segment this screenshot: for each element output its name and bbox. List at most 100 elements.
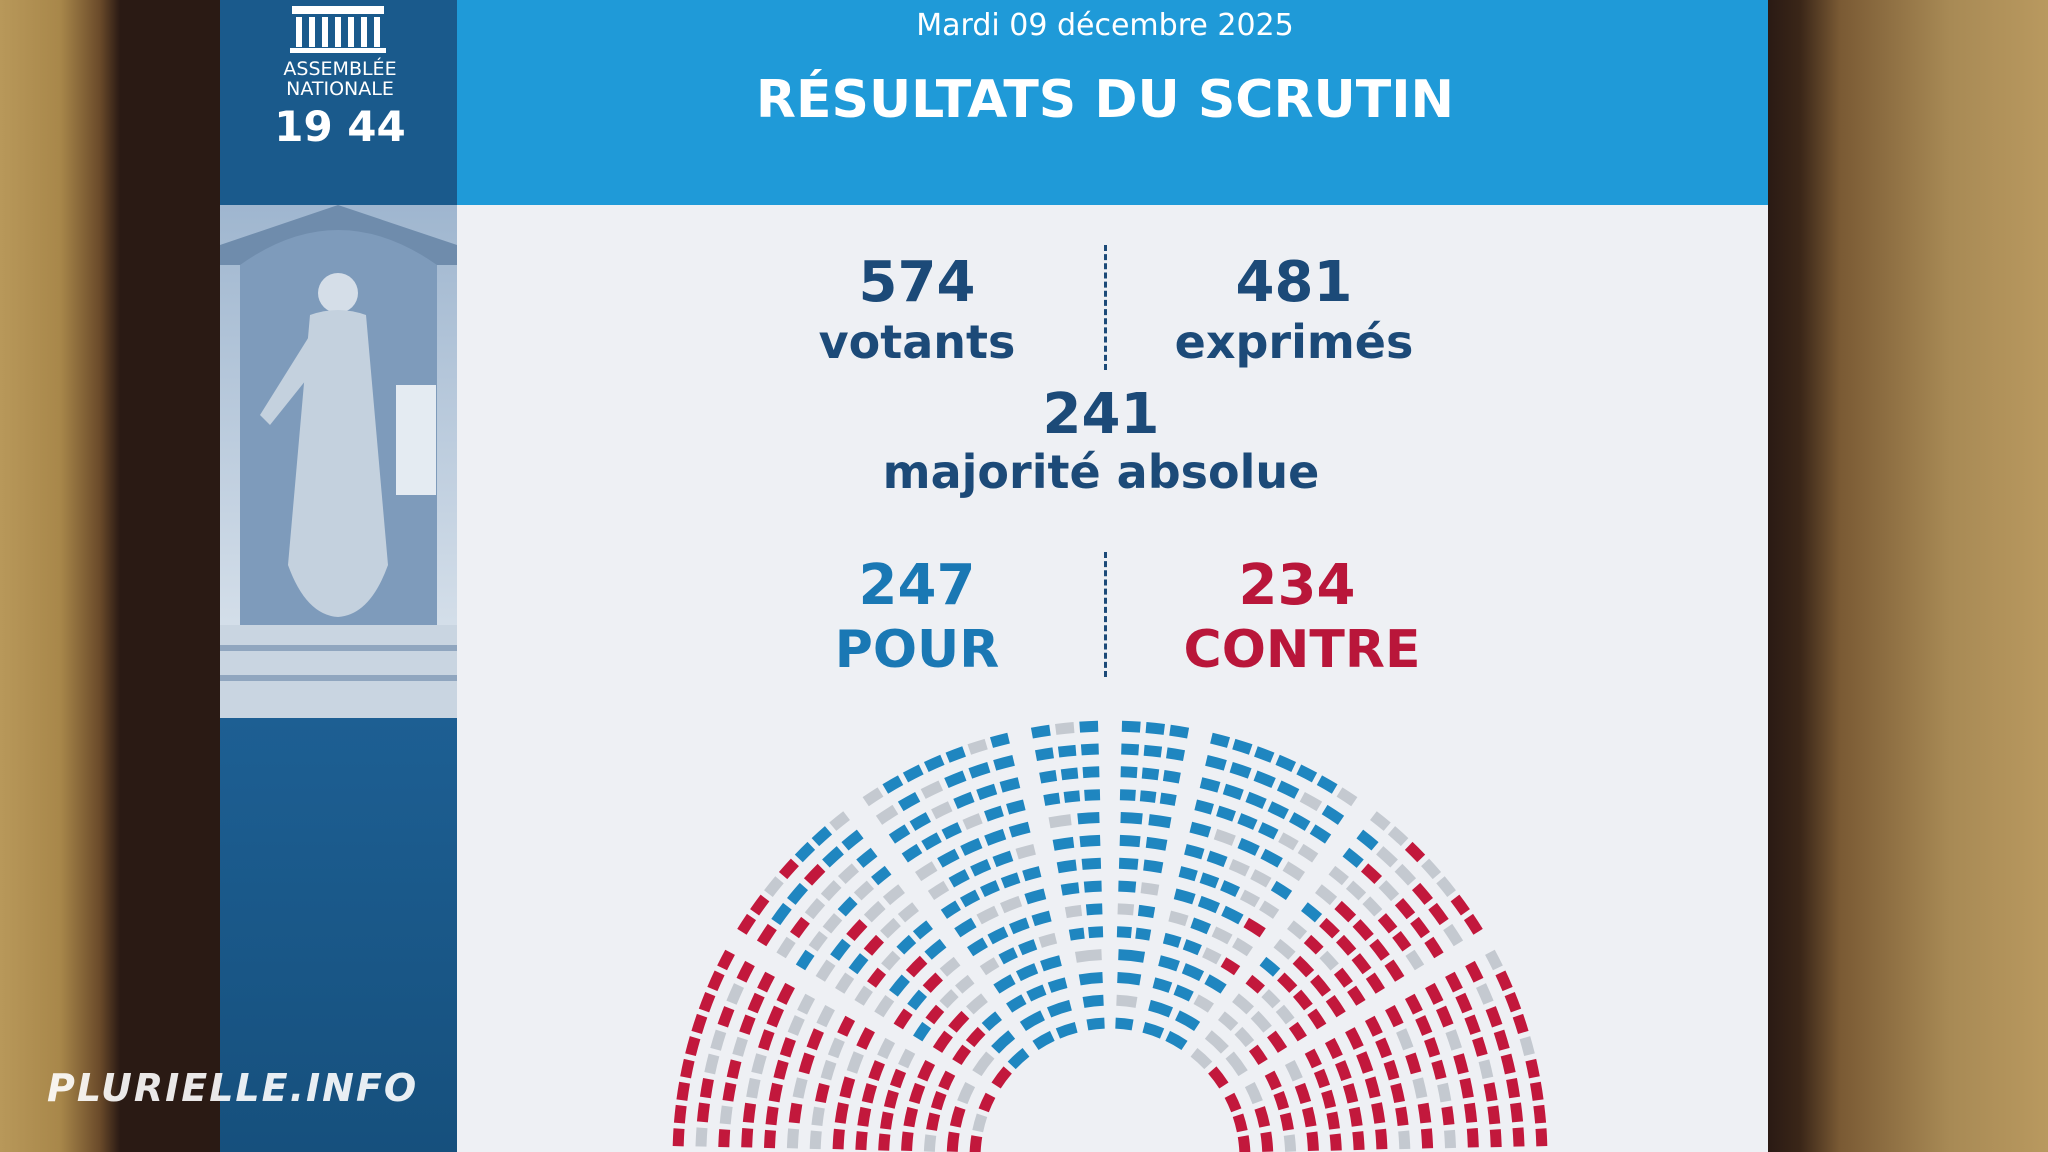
seat: [1362, 896, 1383, 917]
seat: [1533, 1104, 1547, 1124]
divider: [1104, 245, 1107, 370]
seat: [1428, 902, 1449, 926]
seat: [907, 989, 928, 1011]
seat: [1387, 826, 1409, 847]
seat: [1284, 1059, 1303, 1082]
seat: [699, 1077, 714, 1099]
seat: [1000, 872, 1021, 889]
seat: [1500, 1053, 1516, 1075]
seat: [1211, 926, 1233, 945]
seat: [1239, 889, 1261, 908]
seat: [1030, 724, 1051, 739]
seat: [1038, 932, 1058, 948]
seat: [905, 955, 928, 978]
seat: [1485, 949, 1503, 971]
seat: [846, 1051, 864, 1074]
seat: [1243, 917, 1266, 938]
seat: [696, 1102, 710, 1123]
seat: [874, 995, 895, 1018]
seat: [897, 902, 919, 923]
seat: [1445, 1029, 1462, 1051]
seat: [1535, 1128, 1548, 1147]
seat: [815, 1083, 830, 1104]
seat: [1504, 992, 1522, 1013]
title: RÉSULTATS DU SCRUTIN: [755, 70, 1455, 130]
seat: [768, 1082, 783, 1103]
seat: [1282, 861, 1306, 882]
seat: [1022, 866, 1042, 882]
seat: [1083, 880, 1102, 893]
seat: [792, 1077, 808, 1099]
seat: [742, 1102, 757, 1123]
seat: [938, 1070, 956, 1091]
seat: [877, 1037, 896, 1060]
seat: [1190, 1047, 1213, 1070]
seat: [1396, 1028, 1414, 1051]
seat: [1216, 805, 1236, 822]
seat: [926, 1112, 941, 1131]
logo-panel: ASSEMBLÉE NATIONALE 19 44: [220, 0, 457, 205]
seat: [917, 1059, 936, 1082]
seat: [676, 1081, 691, 1101]
seat: [1288, 1021, 1307, 1042]
seat: [991, 1066, 1012, 1089]
seat: [1079, 834, 1101, 848]
seat: [1347, 985, 1366, 1006]
seat: [1047, 977, 1068, 993]
seat: [954, 917, 977, 938]
seat: [834, 1102, 849, 1124]
seat: [1525, 1058, 1540, 1079]
seat: [1335, 1060, 1352, 1081]
seat: [912, 920, 933, 940]
seat: [1085, 903, 1103, 916]
seat: [1273, 1091, 1290, 1111]
seat: [786, 1128, 800, 1149]
seat: [967, 738, 988, 755]
seat: [1267, 1030, 1288, 1053]
seat: [1199, 872, 1220, 889]
seat: [1395, 1106, 1409, 1127]
seat: [939, 989, 959, 1009]
seat: [1221, 905, 1244, 925]
seat: [893, 1008, 913, 1030]
seat: [691, 1013, 708, 1034]
seat: [1352, 1131, 1365, 1151]
majorite-value: 241: [1042, 382, 1160, 447]
seat: [1489, 1129, 1502, 1148]
seat: [889, 1068, 907, 1089]
seat: [981, 1011, 1003, 1032]
seat: [1356, 829, 1379, 851]
seat: [1116, 994, 1138, 1008]
seat: [1254, 1106, 1271, 1128]
seat: [822, 846, 844, 868]
seat: [863, 900, 886, 923]
seat: [1245, 974, 1265, 994]
seat: [1316, 775, 1338, 794]
seat: [1383, 1059, 1400, 1081]
seat: [1405, 1052, 1422, 1075]
seat: [1443, 923, 1464, 947]
seat: [1259, 956, 1281, 977]
seat: [1342, 847, 1364, 868]
seat: [1009, 917, 1030, 935]
seat: [1296, 764, 1318, 783]
seat: [980, 880, 1000, 898]
seat: [1495, 970, 1513, 992]
watermark: PLURIELLE.INFO: [47, 1066, 419, 1110]
seat: [1121, 720, 1141, 733]
seat: [1336, 787, 1358, 807]
seat: [815, 959, 836, 982]
seat: [1202, 947, 1222, 965]
seat: [1135, 927, 1152, 941]
seat: [856, 1027, 875, 1050]
seat: [685, 1036, 701, 1057]
seat: [941, 822, 962, 840]
seat: [1315, 884, 1338, 906]
seat: [1168, 910, 1189, 927]
seat: [1463, 913, 1483, 935]
seat: [1375, 1037, 1393, 1059]
seat: [794, 841, 816, 863]
seat: [803, 863, 826, 886]
seat: [1313, 1068, 1331, 1089]
